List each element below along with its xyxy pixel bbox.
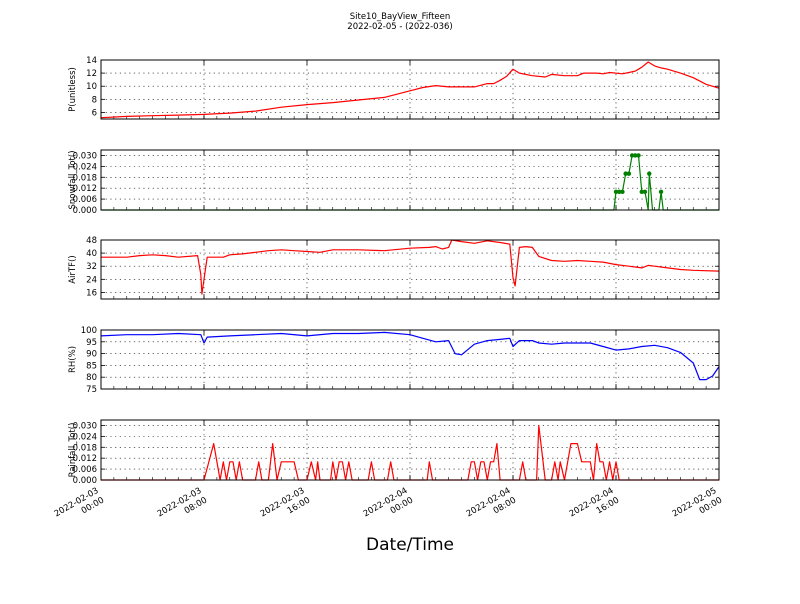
y-tick-label: 40	[86, 249, 97, 259]
y-tick-label: 0.000	[73, 476, 97, 486]
y-tick-label: 24	[86, 275, 97, 285]
y-tick-label: 0.024	[73, 432, 97, 442]
data-point	[620, 189, 625, 195]
series-line	[100, 331, 720, 381]
data-point	[623, 171, 628, 176]
y-tick-label: 0.006	[73, 465, 97, 475]
panel-frame	[100, 59, 720, 120]
data-point	[642, 189, 648, 195]
y-tick-label: 6	[92, 108, 97, 118]
y-tick-label: 10	[86, 82, 97, 92]
y-tick-label: 100	[81, 326, 97, 336]
panel-5: 0.0000.0060.0120.0180.0240.030Rainfall_T…	[68, 419, 720, 486]
panel-frame	[100, 329, 720, 390]
y-tick-label: 0.000	[73, 206, 97, 216]
y-tick-label: 0.012	[73, 454, 97, 464]
data-point	[639, 189, 644, 195]
data-point	[613, 189, 619, 195]
y-tick-label: 85	[86, 361, 97, 371]
y-tick-label: 0.030	[73, 421, 97, 431]
y-tick-label: 12	[86, 69, 97, 79]
series-line	[101, 239, 720, 295]
data-point	[636, 153, 641, 158]
x-axis-label: Date/Time	[366, 535, 454, 555]
data-point	[647, 171, 652, 176]
y-tick-label: 14	[86, 56, 97, 66]
panel-2: 0.0000.0060.0120.0180.0240.030Snowfall_T…	[68, 149, 720, 216]
data-point	[617, 189, 622, 195]
series-line	[100, 61, 720, 119]
data-point	[626, 171, 632, 176]
y-tick-label: 16	[86, 288, 97, 298]
y-tick-label: 32	[86, 262, 97, 272]
y-tick-label: 75	[86, 385, 97, 395]
y-tick-label: 0.006	[73, 195, 97, 205]
data-point	[633, 153, 638, 158]
y-tick-label: 8	[92, 95, 97, 105]
y-tick-label: 95	[86, 338, 97, 348]
y-axis-label: AirTF()	[68, 255, 78, 283]
data-point	[658, 189, 664, 195]
chart-subtitle: 2022-02-05 - (2022-036)	[347, 22, 452, 32]
panel-frame	[100, 149, 720, 211]
panel-1: 6 8 10 12 14 P(unitless)	[68, 56, 720, 120]
y-tick-label: 90	[86, 350, 97, 360]
panel-3: 16 24 32 40 48 AirTF()	[68, 236, 720, 300]
y-tick-label: 0.024	[73, 162, 97, 172]
y-axis-label: RH(%)	[68, 346, 78, 373]
panels-layer: 68101214P(unitless)0.0000.0060.0120.0180…	[68, 56, 720, 486]
y-axis-label: P(unitless)	[68, 67, 78, 112]
panel-frame	[100, 419, 720, 481]
y-tick-label: 0.018	[73, 443, 97, 453]
y-tick-label: 0.012	[73, 184, 97, 194]
y-axis-label: Rainfall_Tot()	[68, 423, 78, 478]
panel-frame	[100, 239, 720, 300]
y-axis-label: Snowfall_Tot()	[68, 150, 78, 209]
data-point	[629, 153, 635, 158]
y-tick-label: 48	[86, 236, 97, 246]
chart-title: Site10_BayView_Fifteen	[350, 12, 451, 22]
y-tick-label: 0.018	[73, 173, 97, 183]
y-tick-label: 0.030	[73, 151, 97, 161]
y-tick-label: 80	[86, 373, 97, 383]
